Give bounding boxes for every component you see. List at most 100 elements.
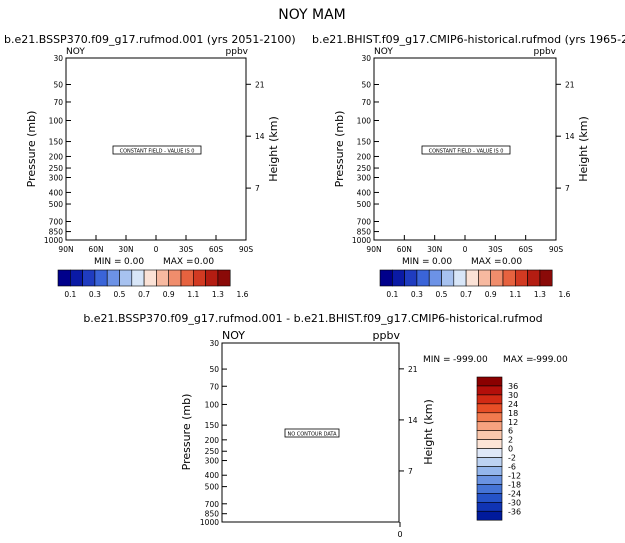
pressure-tick-label: 1000: [44, 236, 63, 245]
colorbar-swatch: [131, 269, 145, 287]
pressure-tick-label: 70: [361, 98, 371, 107]
panel-2-title: b.e21.BHIST.f09_g17.CMIP6-historical.ruf…: [312, 33, 625, 46]
colorbar-swatch: [404, 269, 418, 287]
colorbar-swatch: [476, 466, 503, 476]
panel-1-ylabel-right: Height (km): [267, 116, 280, 182]
panel-1-variable: NOY: [66, 47, 85, 57]
colorbar-swatch: [476, 448, 503, 458]
panel-1-min-label: MIN =: [94, 257, 122, 267]
pressure-tick-label: 700: [357, 217, 372, 226]
colorbar-swatch: [70, 269, 83, 287]
panel-1: b.e21.BSSP370.f09_g17.rufmod.001 (yrs 20…: [4, 33, 296, 299]
colorbar-swatch: [476, 394, 503, 405]
lat-tick-label: 90S: [549, 245, 564, 254]
pressure-tick-label: 1000: [352, 236, 371, 245]
pressure-tick-label: 150: [357, 138, 372, 147]
colorbar-label: 1.3: [534, 290, 546, 299]
colorbar-swatch: [391, 269, 405, 287]
colorbar-label: 0.1: [64, 290, 76, 299]
colorbar-swatch: [476, 484, 503, 494]
colorbar-swatch: [476, 421, 503, 431]
pressure-tick-label: 400: [49, 188, 64, 197]
panel-3-message: NO CONTOUR DATA: [287, 432, 337, 438]
pressure-tick-label: 50: [209, 365, 219, 374]
panel-2-message-box: [421, 145, 511, 155]
colorbar-label: -24: [508, 489, 521, 498]
colorbar-label: 0.9: [163, 290, 175, 299]
colorbar-label: -6: [508, 463, 516, 472]
colorbar-label: 24: [508, 400, 518, 409]
colorbar-swatch: [428, 269, 442, 287]
height-tick-label: 21: [255, 80, 265, 89]
pressure-tick-label: 1000: [200, 518, 219, 527]
colorbar-swatch: [156, 269, 169, 287]
pressure-tick-label: 50: [53, 81, 63, 90]
panel-2-ylabel: Pressure (mb): [333, 111, 346, 188]
colorbar-label: 30: [508, 391, 518, 400]
colorbar-swatch: [476, 475, 503, 485]
colorbar-label: 6: [508, 427, 513, 436]
pressure-tick-label: 300: [205, 457, 220, 466]
lat-tick-label: 0: [154, 245, 159, 254]
colorbar-swatch: [527, 269, 541, 287]
panel-1-min-value: 0.00: [124, 257, 144, 267]
panel-3-variable: NOY: [222, 329, 245, 342]
lat-tick-label: 30S: [488, 245, 503, 254]
colorbar-label: -2: [508, 454, 516, 463]
colorbar-label: 1.6: [237, 290, 249, 299]
lat-tick-label: 30N: [118, 245, 133, 254]
panel-3-height-ticks: 21 14 7: [399, 365, 418, 476]
colorbar-swatch: [476, 510, 503, 521]
panel-1-max-value: 0.00: [194, 257, 214, 267]
colorbar-label: 0.3: [89, 290, 101, 299]
panel-2-ylabel-right: Height (km): [577, 116, 590, 182]
panel-2-min-label: MIN =: [402, 257, 430, 267]
height-tick-label: 14: [408, 416, 418, 425]
colorbar-swatch: [217, 269, 231, 287]
panel-3-max-label: MAX =: [503, 355, 534, 365]
height-tick-label: 14: [565, 132, 575, 141]
lat-tick-label: 60N: [397, 245, 412, 254]
colorbar-swatch: [205, 269, 219, 287]
panel-3-ylabel: Pressure (mb): [180, 394, 193, 471]
pressure-tick-label: 100: [357, 116, 372, 125]
panel-3-plot-frame: [221, 342, 400, 523]
colorbar-swatch: [416, 269, 430, 287]
colorbar-swatch: [94, 269, 108, 287]
colorbar-label: 0.5: [436, 290, 448, 299]
colorbar-label: 1.1: [187, 290, 199, 299]
colorbar-swatch: [106, 269, 120, 287]
panel-1-units: ppbv: [226, 47, 249, 57]
colorbar-label: 12: [508, 418, 518, 427]
colorbar-swatch: [478, 269, 491, 287]
pressure-tick-label: 850: [205, 510, 220, 519]
pressure-tick-label: 400: [205, 471, 220, 480]
colorbar-swatch: [465, 269, 479, 287]
height-tick-label: 7: [565, 184, 570, 193]
colorbar-swatch: [143, 269, 157, 287]
panel-1-colorbar: 0.1 0.3 0.5 0.7 0.9 1.1 1.3 1.6: [57, 269, 249, 299]
colorbar-swatch: [180, 269, 194, 287]
colorbar-swatch: [193, 269, 206, 287]
colorbar-swatch: [57, 269, 71, 287]
panel-2-units: ppbv: [534, 47, 557, 57]
colorbar-swatch: [82, 269, 96, 287]
pressure-tick-label: 250: [205, 447, 220, 456]
colorbar-label: 0: [508, 445, 513, 454]
lat-tick-label: 60N: [88, 245, 103, 254]
height-tick-label: 7: [255, 184, 260, 193]
panel-1-message: CONSTANT FIELD - VALUE IS 0: [120, 149, 195, 155]
panel-2-max-label: MAX =: [471, 257, 502, 267]
pressure-tick-label: 200: [205, 436, 220, 445]
colorbar-swatch: [476, 376, 503, 387]
panel-3-ylabel-right: Height (km): [422, 399, 435, 465]
panel-3-units: ppbv: [373, 329, 401, 342]
panel-2-variable: NOY: [374, 47, 393, 57]
pressure-tick-label: 850: [49, 228, 64, 237]
colorbar-label: -18: [508, 480, 521, 489]
panel-2-min-value: 0.00: [432, 257, 452, 267]
pressure-tick-label: 100: [205, 400, 220, 409]
colorbar-swatch: [490, 269, 504, 287]
